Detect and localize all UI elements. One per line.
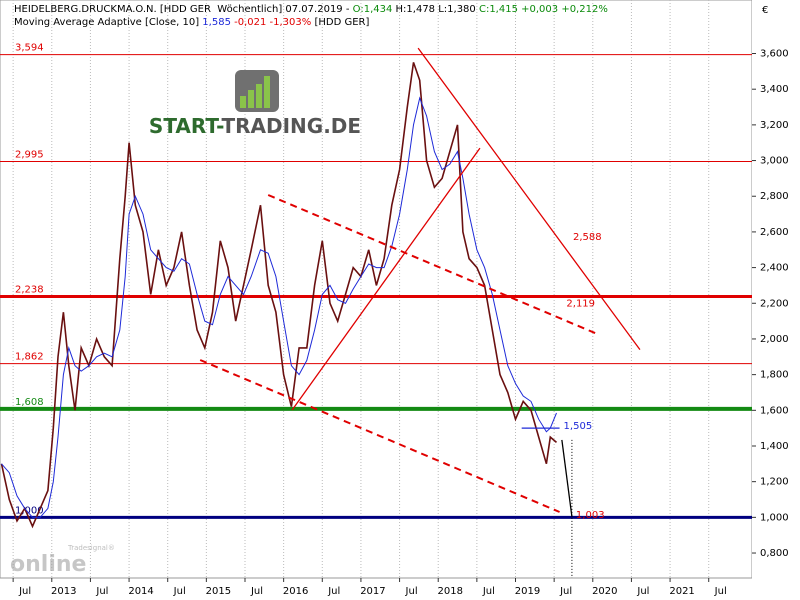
y-tick-label: 1,800 xyxy=(760,370,789,381)
level-label: 1,862 xyxy=(15,352,44,363)
trend-label: 2,119 xyxy=(566,298,595,309)
header-segment: -0,021 -1,303% xyxy=(231,17,315,28)
x-tick-label: Jul xyxy=(327,586,340,597)
x-tick-label: 2017 xyxy=(360,586,385,597)
header-segment: HEIDELBERG.DRUCKMA.O.N. [HDD GER Wöchent… xyxy=(14,4,353,15)
y-tick-label: 2,600 xyxy=(760,227,789,238)
trend-line xyxy=(199,359,560,513)
watermark-big: online xyxy=(10,552,86,577)
x-tick-label: 2016 xyxy=(283,586,308,597)
x-tick-label: Jul xyxy=(714,586,727,597)
x-tick-label: 2015 xyxy=(206,586,231,597)
x-tick-label: 2014 xyxy=(128,586,153,597)
x-tick-label: Jul xyxy=(559,586,572,597)
header-segment: C:1,415 +0,003 +0,212% xyxy=(479,4,608,15)
y-tick-label: 2,400 xyxy=(760,263,789,274)
x-tick-label: 2018 xyxy=(437,586,462,597)
trend-line xyxy=(417,47,641,351)
y-tick-label: 2,000 xyxy=(760,334,789,345)
logo-text: START-TRADING.DE xyxy=(149,114,361,138)
y-tick-label: 2,200 xyxy=(760,298,789,309)
level-label: 1,000 xyxy=(15,505,44,516)
logo-bar xyxy=(264,76,270,108)
logo-part: TRADING.DE xyxy=(221,114,361,138)
logo-bar xyxy=(248,90,254,108)
header-line: Moving Average Adaptive [Close, 10] 1,58… xyxy=(14,17,369,28)
trend-line xyxy=(291,147,481,411)
y-tick-label: 3,200 xyxy=(760,120,789,131)
y-tick-label: 3,000 xyxy=(760,156,789,167)
y-tick-label: 3,600 xyxy=(760,49,789,60)
price-line xyxy=(0,62,558,529)
level-label: 2,995 xyxy=(15,149,44,160)
level-label: 2,238 xyxy=(15,284,44,295)
watermark-small: Tradesignal® xyxy=(67,544,115,552)
header-segment: O:1,434 xyxy=(353,4,393,15)
logo-bar xyxy=(256,84,262,108)
y-tick-label: 2,800 xyxy=(760,191,789,202)
header: HEIDELBERG.DRUCKMA.O.N. [HDD GER Wöchent… xyxy=(14,4,608,28)
x-tick-label: 2019 xyxy=(515,586,540,597)
y-tick-label: 1,400 xyxy=(760,441,789,452)
logo-bar xyxy=(240,96,246,108)
y-tick-label: 3,400 xyxy=(760,84,789,95)
plot-area xyxy=(0,0,753,579)
x-tick-label: 2013 xyxy=(51,586,76,597)
header-segment: [HDD GER] xyxy=(314,17,369,28)
y-tick-label: 1,200 xyxy=(760,477,789,488)
price-line xyxy=(1,96,557,518)
y-axis-area xyxy=(752,0,800,600)
x-tick-label: 2021 xyxy=(669,586,694,597)
header-line: HEIDELBERG.DRUCKMA.O.N. [HDD GER Wöchent… xyxy=(14,4,608,15)
trend-line xyxy=(561,439,573,517)
x-tick-label: Jul xyxy=(405,586,418,597)
level-label: 3,594 xyxy=(15,43,44,54)
x-tick-label: Jul xyxy=(95,586,108,597)
trend-label: 1,505 xyxy=(564,421,593,432)
y-tick-label: 1,600 xyxy=(760,405,789,416)
currency-label: € xyxy=(762,5,768,16)
level-label: 1,608 xyxy=(15,397,44,408)
header-segment: H:1,478 L:1,380 xyxy=(392,4,479,15)
header-segment: 1,585 xyxy=(202,17,231,28)
y-tick-label: 1,000 xyxy=(760,512,789,523)
x-tick-label: Jul xyxy=(636,586,649,597)
trend-label: 2,588 xyxy=(573,232,602,243)
trend-label: 1,003 xyxy=(576,510,605,521)
x-tick-label: Jul xyxy=(18,586,31,597)
logo: START-TRADING.DE xyxy=(149,70,361,138)
x-tick-label: Jul xyxy=(482,586,495,597)
watermark: Tradesignal® online xyxy=(10,544,115,577)
x-tick-label: 2020 xyxy=(592,586,617,597)
logo-part: START- xyxy=(149,114,224,138)
header-segment: Moving Average Adaptive [Close, 10] xyxy=(14,17,202,28)
y-tick-label: 0,800 xyxy=(760,548,789,559)
x-tick-label: Jul xyxy=(173,586,186,597)
x-tick-label: Jul xyxy=(250,586,263,597)
